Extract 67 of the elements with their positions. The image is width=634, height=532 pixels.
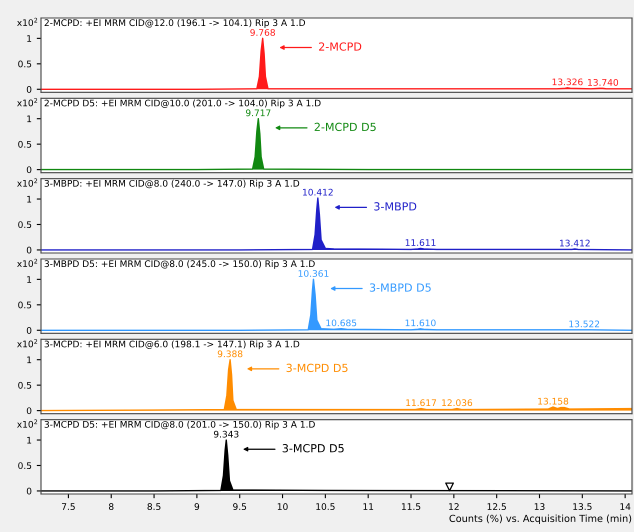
x-tick-label: 10 — [278, 503, 288, 510]
chart-title: 2-MCPD: +EI MRM CID@12.0 (196.1 -> 104.1) Rip 3 A 1.D — [44, 19, 306, 28]
y-tick-label: 0.5 — [18, 140, 32, 148]
y-axis-title: x10$^{2}$ — [17, 178, 38, 187]
y-tick-label: 0 — [26, 86, 32, 93]
chart-title: 3-MBPD D5: +EI MRM CID@8.0 (245.0 -> 150.0) Rip 3 A 1.D — [44, 260, 315, 269]
x-tick-label: 12 — [449, 503, 459, 510]
annotation: 9.768 — [250, 29, 275, 36]
y-tick-label: 0.5 — [18, 302, 32, 308]
y-tick-label: 0 — [26, 488, 32, 495]
annotation: 11.610 — [406, 319, 436, 326]
annotation: 10.361 — [298, 270, 328, 277]
annotation: 9.388 — [218, 350, 242, 358]
annotation: 10.685 — [326, 319, 356, 326]
annotation: 3-MCPD D5 — [282, 444, 344, 452]
y-axis-title: x10$^{2}$ — [17, 339, 38, 348]
x-axis-title: Counts (%) vs. Acquisition Time (min) — [449, 514, 632, 524]
annotation: 10.412 — [303, 188, 333, 196]
y-axis-title: x10$^{2}$ — [17, 419, 38, 428]
annotation: 9.717 — [246, 109, 270, 116]
x-tick-label: 7.5 — [62, 503, 75, 510]
y-tick-label: 0 — [26, 246, 32, 254]
y-tick-label: 1 — [27, 356, 32, 364]
y-tick-label: 0.5 — [18, 462, 32, 470]
y-tick-label: 0 — [26, 407, 32, 414]
y-tick-label: 0.5 — [18, 382, 32, 389]
y-tick-label: 0.5 — [18, 60, 32, 68]
annotation: 9.343 — [214, 430, 238, 438]
x-tick-label: 9.5 — [233, 503, 246, 510]
chart-title: 3-MBPD: +EI MRM CID@8.0 (240.0 -> 147.0) Rip 3 A 1.D — [44, 180, 300, 189]
y-axis-title: x10$^{2}$ — [17, 98, 38, 106]
y-tick-label: 0 — [26, 327, 32, 334]
annotation: 11.611 — [406, 239, 436, 246]
annotation: 12.036 — [442, 399, 472, 406]
y-tick-label: 1 — [27, 35, 32, 42]
annotation: 2-MCPD — [319, 42, 362, 51]
annotation: 13.326 — [552, 78, 583, 86]
x-tick-label: 13 — [534, 503, 545, 510]
y-tick-label: 1 — [27, 436, 32, 444]
annotation: 13.522 — [569, 320, 600, 328]
y-tick-label: 0 — [26, 166, 32, 174]
x-tick-label: 8 — [108, 503, 114, 510]
y-tick-label: 1 — [27, 116, 32, 122]
annotation: 3-MBPD — [374, 202, 416, 211]
annotation: 13.740 — [588, 78, 618, 86]
y-axis-title: x10$^{2}$ — [17, 18, 38, 26]
chart-title: 2-MCPD D5: +EI MRM CID@10.0 (201.0 -> 104.0) Rip 3 A 1.D — [44, 99, 321, 108]
annotation: 13.412 — [560, 240, 590, 246]
annotation: 3-MCPD D5 — [286, 364, 348, 372]
x-tick-label: 10.5 — [316, 503, 335, 510]
x-tick-label: 11 — [363, 503, 374, 510]
x-tick-label: 13.5 — [573, 503, 592, 510]
annotation: 3-MBPD D5 — [370, 283, 431, 292]
annotation: 13.158 — [538, 398, 568, 405]
y-tick-label: 1 — [27, 276, 32, 283]
x-tick-label: 8.5 — [147, 503, 160, 510]
annotation: 2-MCPD D5 — [314, 122, 376, 132]
chart-title: 3-MCPD: +EI MRM CID@6.0 (198.1 -> 147.1) Rip 3 A 1.D — [44, 340, 300, 350]
x-tick-label: 12.5 — [488, 503, 506, 510]
chart-title: 3-MCPD D5: +EI MRM CID@8.0 (201.0 -> 150.0) Rip 3 A 1.D — [44, 420, 315, 430]
x-tick-label: 9 — [194, 503, 200, 510]
x-tick-label: 11.5 — [402, 503, 420, 510]
y-tick-label: 0.5 — [18, 221, 32, 228]
annotation: 11.617 — [406, 399, 436, 406]
y-tick-label: 1 — [27, 196, 32, 202]
y-axis-title: x10$^{2}$ — [17, 258, 38, 268]
x-tick-label: 14 — [620, 503, 630, 510]
